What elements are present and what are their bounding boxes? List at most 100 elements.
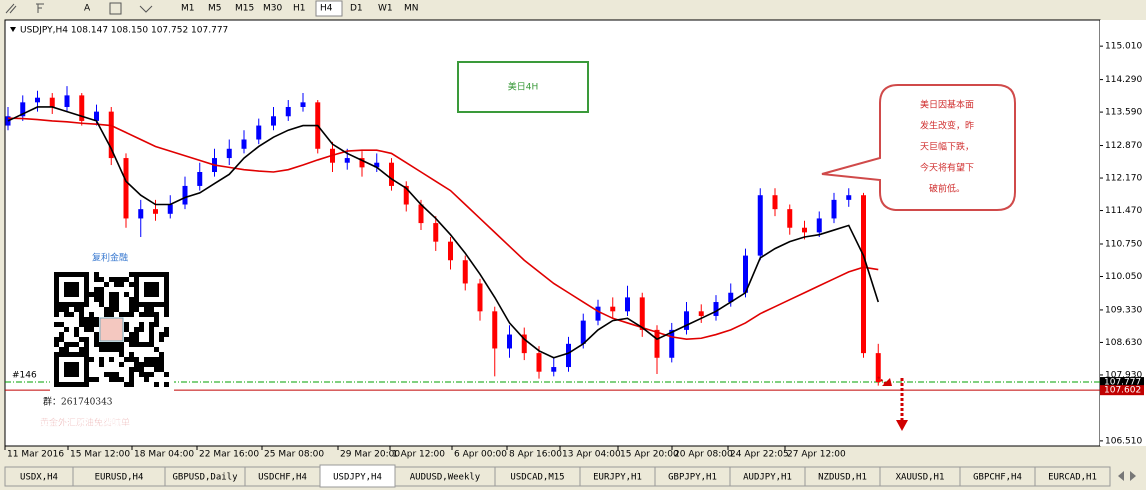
qr-cell <box>79 337 84 342</box>
timeframe-button[interactable]: M15 <box>235 4 254 14</box>
qr-cell <box>124 382 129 387</box>
qr-cell <box>114 377 119 382</box>
tool-icon[interactable] <box>109 2 122 15</box>
qr-cell <box>139 372 144 377</box>
qr-cell <box>59 322 64 327</box>
qr-cell <box>109 357 114 362</box>
timeframe-button[interactable]: H1 <box>293 4 306 14</box>
qr-cell <box>154 357 159 362</box>
timeframe-button[interactable]: M30 <box>263 4 282 14</box>
qr-cell <box>159 362 164 367</box>
candle-body <box>285 106 291 117</box>
qr-cell <box>114 307 119 312</box>
qr-cell <box>129 357 134 362</box>
arrow-head <box>896 420 908 431</box>
qr-cell <box>154 362 159 367</box>
tab-label[interactable]: XAUUSD,H1 <box>896 473 945 483</box>
candle-body <box>433 223 439 242</box>
qr-cell <box>114 302 119 307</box>
plot: #146 <box>4 45 1103 450</box>
qr-cell <box>159 367 164 372</box>
qr-cell <box>109 372 114 377</box>
qr-cell <box>149 327 154 332</box>
candle-body <box>639 297 645 330</box>
tab-label[interactable]: USDX,H4 <box>20 473 58 483</box>
qr-cell <box>84 327 89 332</box>
qr-cell <box>149 342 154 347</box>
tab-label[interactable]: GBPJPY,H1 <box>668 473 717 483</box>
x-tick-label: 11 Mar 2016 <box>7 450 64 460</box>
bubble-line: 美日因基本面 <box>920 99 974 111</box>
tab-label[interactable]: GBPUSD,Daily <box>172 473 238 483</box>
timeframe-button[interactable]: M5 <box>208 4 222 14</box>
qr-cell <box>114 282 119 287</box>
candle-body <box>654 329 660 358</box>
tool-icon[interactable] <box>139 5 153 13</box>
qr-cell <box>109 292 114 297</box>
tab-label[interactable]: USDCAD,M15 <box>510 473 564 483</box>
tool-icon[interactable] <box>36 3 44 13</box>
qr-cell <box>109 302 114 307</box>
bubble-shape <box>821 84 1016 211</box>
qr-cell <box>54 312 59 317</box>
qr-cell <box>149 332 154 337</box>
candle-body <box>536 353 542 372</box>
y-tick-label: 113.590 <box>1105 108 1142 118</box>
timeframe-button[interactable]: M1 <box>181 4 195 14</box>
candle-body <box>757 195 763 256</box>
tab-label[interactable]: EURJPY,H1 <box>593 473 642 483</box>
qr-cell <box>139 327 144 332</box>
qr-cell <box>89 377 94 382</box>
tab-label[interactable]: USDCHF,H4 <box>258 473 307 483</box>
x-tick-label: 15 Apr 20:00 <box>620 450 679 460</box>
candle-body <box>875 353 881 383</box>
timeframe-active[interactable] <box>315 0 343 17</box>
qr-cell <box>129 332 134 337</box>
qr-cell <box>64 347 69 352</box>
tab-label[interactable]: AUDJPY,H1 <box>743 473 792 483</box>
timeframe-button[interactable]: W1 <box>378 4 393 14</box>
tab-label[interactable]: GBPCHF,H4 <box>973 473 1022 483</box>
qr-cell <box>99 362 104 367</box>
tool-icon[interactable] <box>5 3 17 14</box>
y-tick-label: 115.010 <box>1105 42 1142 52</box>
tab-label[interactable]: USDJPY,H4 <box>333 473 382 483</box>
candle-body <box>477 283 483 312</box>
qr-cell <box>74 307 79 312</box>
tab-scroll[interactable] <box>1118 471 1136 481</box>
qr-cell <box>139 342 144 347</box>
tab-label[interactable]: EURCAD,H1 <box>1048 473 1097 483</box>
tab-label[interactable]: AUDUSD,Weekly <box>410 473 481 483</box>
x-tick-label: 13 Apr 04:00 <box>562 450 621 460</box>
qr-cell <box>109 342 114 347</box>
qr-cell <box>144 377 149 382</box>
x-tick-label: 20 Apr 08:00 <box>674 450 733 460</box>
timeframe-button[interactable]: D1 <box>350 4 363 14</box>
candle-body <box>167 204 173 214</box>
qr-cell <box>64 312 69 317</box>
tab[interactable] <box>1034 466 1111 487</box>
x-tick-label: 27 Apr 12:00 <box>787 450 846 460</box>
tab-label[interactable]: NZDUSD,H1 <box>818 473 867 483</box>
qr-finder <box>134 272 169 307</box>
qr-cell <box>114 297 119 302</box>
qr-cell <box>109 347 114 352</box>
text-tool[interactable]: A <box>84 4 91 14</box>
qr-cell <box>104 307 109 312</box>
timeframe-button[interactable]: H4 <box>320 4 333 14</box>
qr-cell <box>99 342 104 347</box>
qr-cell <box>94 337 99 342</box>
qr-cell <box>59 337 64 342</box>
x-tick-label: 18 Mar 04:00 <box>134 450 194 460</box>
candle-body <box>521 334 527 354</box>
qr-cell <box>94 272 99 277</box>
candle-body <box>846 195 852 200</box>
qr-cell <box>79 312 84 317</box>
tabs: USDX,H4 EURUSD,H4 GBPUSD,Daily USDCHF,H4 USD… <box>4 464 1111 488</box>
candle-body <box>197 172 203 186</box>
timeframe-button[interactable]: MN <box>404 4 419 14</box>
qr-cell <box>74 332 79 337</box>
tab-label[interactable]: EURUSD,H4 <box>95 473 144 483</box>
qr-cell <box>99 347 104 352</box>
qr-cell <box>134 367 139 372</box>
